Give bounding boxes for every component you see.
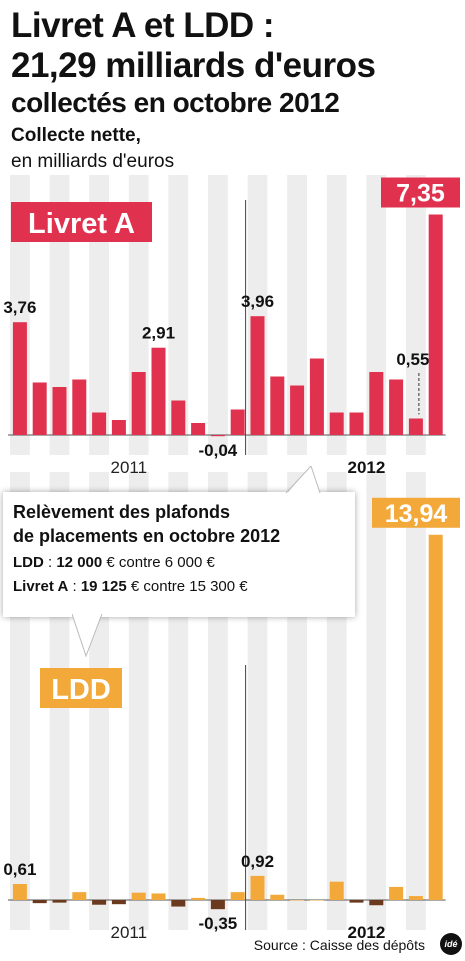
livret-bar <box>32 382 47 435</box>
ldd-bar <box>131 892 146 900</box>
livret-column-band <box>287 175 307 455</box>
ldd-series-name: LDD <box>51 674 111 706</box>
source-credit: Source : Caisse des dépôts <box>253 937 425 953</box>
ide-logo: idé <box>440 933 462 955</box>
livret-highlight-box <box>381 177 460 208</box>
ldd-bar <box>349 900 364 903</box>
ldd-column-band <box>366 472 387 930</box>
livret-data-label: -0,04 <box>199 441 238 460</box>
ldd-bar <box>270 894 285 900</box>
ldd-year-label: 2012 <box>347 923 385 942</box>
livret-column-band <box>168 175 189 455</box>
callout-pointer-bottom <box>72 612 103 657</box>
livret-data-label: 3,96 <box>241 292 274 311</box>
ldd-year-label: 2011 <box>111 923 148 942</box>
ldd-series-tag <box>40 668 122 708</box>
livret-bar <box>309 358 324 435</box>
unit-label: en milliards d'euros <box>11 151 175 172</box>
callout-heading-line1: Relèvement des plafonds <box>13 502 231 522</box>
callout-ldd-new: 12 000 <box>56 554 103 571</box>
callout-ldd-rest: € contre 6 000 € <box>106 554 215 571</box>
callout-pointer-top <box>286 466 321 495</box>
livret-column-band <box>406 175 426 455</box>
livret-bar <box>250 316 265 435</box>
livret-data-label: 2,91 <box>142 324 175 343</box>
livret-series-name: Livret A <box>28 208 135 240</box>
livret-bar <box>408 418 423 435</box>
livret-year-label: 2012 <box>347 458 385 477</box>
page-subtitle: collectés en octobre 2012 <box>11 87 340 118</box>
livret-bar <box>171 400 186 435</box>
ldd-bar <box>369 900 384 906</box>
callout-livret-row: Livret A : 19 125 € contre 15 300 € <box>13 575 345 599</box>
livret-bar <box>349 412 364 435</box>
callout-livret-name: Livret A <box>13 578 69 595</box>
livret-bar <box>131 372 146 435</box>
livret-highlight-value: 7,35 <box>396 180 445 208</box>
livret-series-tag <box>11 202 152 242</box>
livret-bar <box>111 420 126 435</box>
livret-year-label: 2011 <box>111 458 148 477</box>
ldd-bar <box>230 892 245 900</box>
ldd-highlight-value: 13,94 <box>385 500 448 528</box>
callout-separator: : <box>43 554 57 571</box>
livret-column-band <box>49 175 70 455</box>
livret-bar <box>290 385 305 435</box>
ldd-bar <box>290 900 305 901</box>
callout-ldd-name: LDD <box>13 554 44 571</box>
ldd-bar <box>151 893 166 900</box>
ldd-bar <box>210 900 225 910</box>
ldd-data-label: -0,35 <box>199 914 238 933</box>
ldd-bar <box>428 534 443 900</box>
livret-bar <box>12 322 27 435</box>
ldd-bar <box>111 900 126 905</box>
ldd-bar <box>171 900 186 907</box>
ldd-highlight-box <box>372 497 460 528</box>
livret-bar <box>151 347 166 435</box>
ceiling-callout: Relèvement des plafonds de placements en… <box>3 492 355 617</box>
livret-bar <box>210 435 225 437</box>
livret-bar <box>428 214 443 435</box>
ldd-bar <box>32 900 47 904</box>
callout-livret-new: 19 125 <box>80 578 127 595</box>
ldd-column-band <box>406 472 426 930</box>
livret-bar <box>389 379 404 435</box>
livret-bar <box>52 387 67 435</box>
livret-column-band <box>208 175 228 455</box>
page-title-line2: 21,29 milliards d'euros <box>11 46 376 85</box>
livret-data-label: 3,76 <box>3 298 36 317</box>
ldd-bar <box>309 900 324 901</box>
ldd-data-label: 0,92 <box>241 852 274 871</box>
livret-bar <box>191 423 206 435</box>
ldd-bar <box>250 875 265 900</box>
ldd-bar <box>389 886 404 900</box>
ldd-bar <box>12 884 27 900</box>
callout-livret-rest: € contre 15 300 € <box>130 578 248 595</box>
ldd-data-label: 0,61 <box>3 860 36 879</box>
callout-heading-line2: de placements en octobre 2012 <box>13 526 281 546</box>
ldd-bar <box>408 896 423 900</box>
livret-bar <box>329 412 344 435</box>
ldd-bar <box>72 892 87 900</box>
callout-separator: : <box>68 578 81 595</box>
livret-bar <box>92 412 107 435</box>
callout-ldd-row: LDD : 12 000 € contre 6 000 € <box>13 551 345 575</box>
livret-bar <box>369 372 384 435</box>
livret-column-band <box>89 175 109 455</box>
livret-bar <box>72 379 87 435</box>
livret-bar <box>230 409 245 435</box>
ldd-bar <box>92 900 107 905</box>
livret-data-label: 0,55 <box>396 350 429 369</box>
page-title-line1: Livret A et LDD : <box>11 6 275 45</box>
measure-label: Collecte nette, <box>11 125 141 146</box>
livret-column-band <box>326 175 347 455</box>
ldd-bar <box>52 900 67 903</box>
ldd-bar <box>191 897 206 900</box>
livret-bar <box>270 376 285 435</box>
ldd-bar <box>329 881 344 900</box>
